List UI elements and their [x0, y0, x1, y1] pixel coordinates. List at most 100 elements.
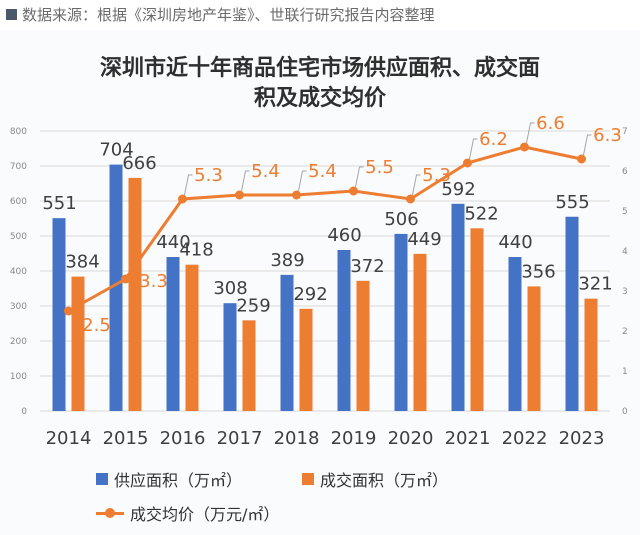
legend-swatch-sold — [302, 473, 315, 485]
bar-label-sold: 292 — [293, 284, 327, 305]
price-point — [463, 158, 472, 168]
price-line — [67, 145, 582, 313]
legend: 供应面积（万㎡） 成交面积（万㎡） 成交均价（万元/㎡） — [96, 462, 556, 530]
bar-sold — [527, 286, 541, 411]
right-tick-label: 2 — [622, 327, 628, 337]
bar-label-supply: 389 — [270, 250, 304, 271]
bar-sold — [299, 308, 313, 411]
bar-label-supply: 551 — [42, 193, 76, 214]
left-tick-label: 200 — [10, 337, 27, 347]
price-point — [235, 190, 244, 200]
x-tick-label: 2021 — [445, 428, 491, 449]
price-point — [520, 142, 529, 152]
bar-supply — [166, 257, 180, 411]
bar-label-sold: 356 — [521, 261, 555, 282]
bar-sold — [356, 280, 370, 411]
bar-supply — [280, 274, 294, 411]
left-tick-label: 800 — [10, 127, 27, 137]
price-point — [178, 194, 187, 204]
price-label: 6.6 — [536, 113, 565, 134]
chart-title-line2: 积及成交均价 — [253, 86, 386, 111]
bar-supply — [394, 233, 408, 411]
price-label: 3.3 — [139, 271, 168, 292]
bullet-square-icon — [6, 8, 17, 20]
price-label: 5.3 — [422, 165, 451, 186]
bar-label-supply: 440 — [498, 232, 532, 253]
x-tick-label: 2018 — [274, 428, 320, 449]
left-tick-label: 500 — [10, 232, 27, 242]
price-label: 5.4 — [308, 161, 337, 182]
chart-area — [0, 30, 640, 535]
legend-swatch-price — [96, 507, 124, 519]
left-tick-label: 0 — [21, 407, 27, 417]
bar-label-supply: 440 — [156, 232, 190, 253]
chart-title: 深圳市近十年商品住宅市场供应面积、成交面 积及成交均价 — [60, 54, 580, 114]
price-label: 5.5 — [365, 157, 394, 178]
price-callout-line — [298, 170, 307, 192]
bar-supply — [451, 203, 465, 411]
bar-label-supply: 592 — [441, 179, 475, 200]
bar-label-sold: 449 — [407, 229, 441, 250]
left-tick-label: 700 — [10, 162, 27, 172]
price-point — [406, 194, 415, 204]
right-tick-label: 4 — [622, 247, 628, 257]
bar-supply — [337, 250, 351, 411]
price-callout-line — [184, 174, 193, 196]
price-callout-line — [526, 122, 535, 144]
x-tick-label: 2020 — [388, 428, 434, 449]
legend-swatch-supply — [96, 473, 108, 485]
x-tick-label: 2023 — [559, 428, 605, 449]
bar-label-sold: 321 — [578, 274, 612, 295]
x-tick-label: 2014 — [46, 428, 92, 449]
legend-item-price: 成交均价（万元/㎡） — [96, 501, 279, 525]
price-callout-line — [355, 166, 364, 188]
left-tick-label: 100 — [10, 372, 27, 382]
right-tick-label: 3 — [622, 287, 628, 297]
price-label: 5.4 — [251, 161, 280, 182]
bar-sold — [128, 177, 142, 411]
bar-sold — [413, 253, 427, 411]
price-label: 2.5 — [82, 315, 111, 336]
x-tick-label: 2016 — [160, 428, 206, 449]
legend-item-sold: 成交面积（万㎡） — [302, 467, 448, 491]
bar-sold — [470, 228, 484, 411]
bar-label-supply: 308 — [213, 278, 247, 299]
bar-sold — [71, 276, 85, 411]
bar-label-sold: 384 — [65, 252, 99, 273]
legend-label-sold: 成交面积（万㎡） — [320, 471, 449, 490]
price-callout-line — [583, 134, 592, 156]
legend-label-price: 成交均价（万元/㎡） — [130, 505, 280, 524]
right-tick-label: 1 — [622, 367, 628, 377]
price-point — [577, 154, 586, 164]
price-callout-line — [412, 174, 421, 196]
bar-label-supply: 460 — [327, 225, 361, 246]
price-point — [64, 306, 73, 316]
price-point — [292, 190, 301, 200]
price-callout-line — [241, 170, 250, 192]
source-note: 数据来源：根据《深圳房地产年鉴》、世联行研究报告内容整理 — [6, 2, 435, 26]
bar-supply — [109, 164, 123, 411]
bar-supply — [565, 216, 579, 411]
chart-title-line1: 深圳市近十年商品住宅市场供应面积、成交面 — [99, 56, 540, 81]
right-tick-label: 7 — [622, 127, 628, 137]
x-tick-label: 2015 — [103, 428, 149, 449]
source-text: 数据来源：根据《深圳房地产年鉴》、世联行研究报告内容整理 — [22, 5, 435, 24]
bar-supply — [223, 303, 237, 411]
left-tick-label: 300 — [10, 302, 27, 312]
bar-sold — [242, 320, 256, 411]
right-tick-label: 6 — [622, 167, 628, 177]
left-tick-label: 400 — [10, 267, 27, 277]
price-label: 5.3 — [194, 165, 223, 186]
x-tick-label: 2022 — [502, 428, 548, 449]
bar-sold — [584, 298, 598, 411]
bar-supply — [52, 218, 66, 411]
price-point — [349, 186, 358, 196]
bar-label-sold: 259 — [236, 295, 270, 316]
x-tick-label: 2019 — [331, 428, 377, 449]
bar-label-supply: 506 — [384, 209, 418, 230]
bar-label-sold: 372 — [350, 256, 384, 277]
legend-item-supply: 供应面积（万㎡） — [96, 467, 242, 491]
bar-label-sold: 418 — [179, 240, 213, 261]
legend-label-supply: 供应面积（万㎡） — [114, 471, 243, 490]
